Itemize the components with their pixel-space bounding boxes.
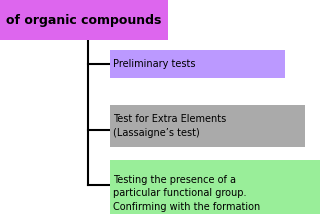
Text: Test for Extra Elements
(Lassaigne’s test): Test for Extra Elements (Lassaigne’s tes… bbox=[113, 114, 226, 138]
Text: of organic compounds: of organic compounds bbox=[6, 13, 162, 27]
FancyBboxPatch shape bbox=[0, 0, 168, 40]
FancyBboxPatch shape bbox=[110, 105, 305, 147]
Text: Testing the presence of a
particular functional group.
Confirming with the forma: Testing the presence of a particular fun… bbox=[113, 175, 260, 214]
Text: Preliminary tests: Preliminary tests bbox=[113, 59, 196, 69]
FancyBboxPatch shape bbox=[110, 50, 285, 78]
FancyBboxPatch shape bbox=[110, 160, 320, 214]
